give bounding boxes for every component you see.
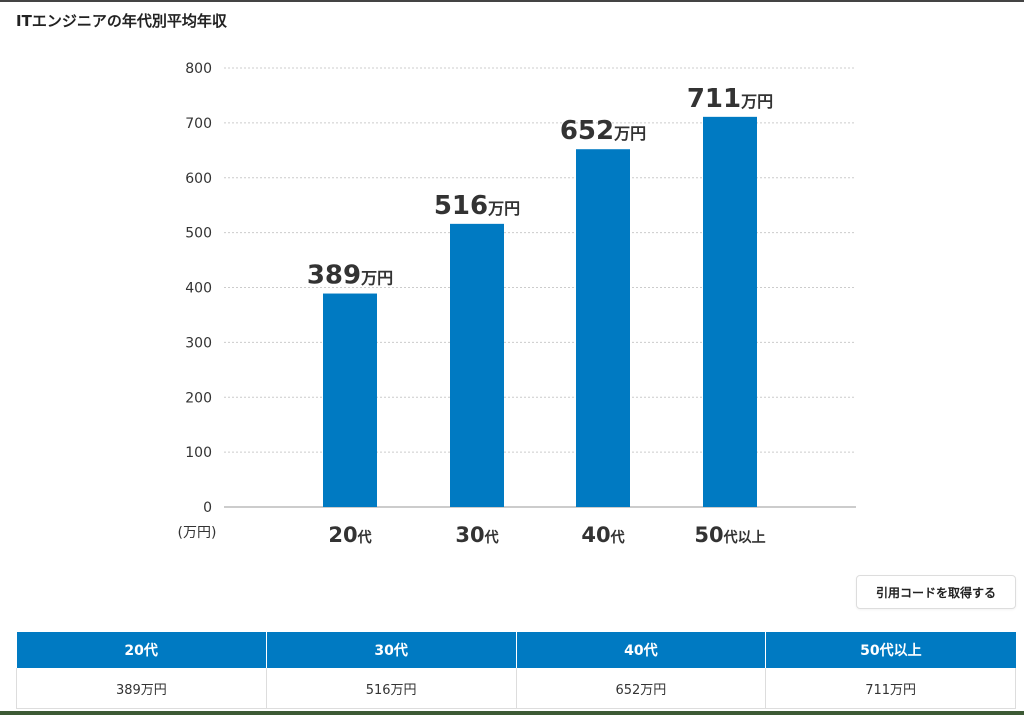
y-axis-unit: (万円) xyxy=(178,525,217,541)
bar xyxy=(450,223,504,507)
y-tick-label: 100 xyxy=(185,445,212,461)
get-citation-code-button[interactable]: 引用コードを取得する xyxy=(856,575,1016,609)
data-label: 652万円 xyxy=(560,116,646,146)
y-tick-label: 700 xyxy=(185,116,212,132)
bar xyxy=(703,116,757,508)
y-tick-label: 0 xyxy=(203,500,212,516)
bars xyxy=(323,116,757,508)
y-tick-label: 300 xyxy=(185,335,212,351)
table-cell: 652万円 xyxy=(515,668,767,709)
data-labels: 389万円 516万円 652万円 711万円 xyxy=(307,84,773,291)
bottom-border xyxy=(0,711,1024,715)
y-tick-label: 400 xyxy=(185,281,212,297)
bar-chart: 0 100 200 300 400 500 600 700 800 389万円 516万円 652万… xyxy=(178,61,856,547)
data-label: 516万円 xyxy=(434,191,520,221)
x-tick-label: 40代 xyxy=(581,523,624,547)
table-header-cell: 20代 xyxy=(16,632,267,668)
x-axis-ticks: 20代 30代 40代 50代以上 xyxy=(328,523,765,547)
y-tick-label: 200 xyxy=(185,390,212,406)
page-title: ITエンジニアの年代別平均年収 xyxy=(16,12,227,30)
y-tick-label: 500 xyxy=(185,226,212,242)
table-header-row: 20代 30代 40代 50代以上 xyxy=(16,632,1016,668)
table-cell: 389万円 xyxy=(16,668,267,709)
data-label: 389万円 xyxy=(307,261,393,291)
table-header-cell: 40代 xyxy=(516,632,767,668)
table-header-cell: 30代 xyxy=(266,632,517,668)
table-cell: 711万円 xyxy=(765,668,1016,709)
table-cell: 516万円 xyxy=(265,668,517,709)
y-tick-label: 600 xyxy=(185,171,212,187)
table-header-cell: 50代以上 xyxy=(765,632,1016,668)
y-tick-label: 800 xyxy=(185,61,212,77)
bar xyxy=(576,149,630,507)
bar xyxy=(323,293,377,507)
data-label: 711万円 xyxy=(687,84,773,114)
y-axis-ticks: 0 100 200 300 400 500 600 700 800 xyxy=(185,61,212,516)
x-tick-label: 50代以上 xyxy=(694,523,765,547)
top-border xyxy=(0,0,1024,2)
summary-table: 20代 30代 40代 50代以上 389万円 516万円 652万円 711万… xyxy=(16,632,1016,709)
x-tick-label: 30代 xyxy=(455,523,498,547)
x-tick-label: 20代 xyxy=(328,523,371,547)
table-row: 389万円 516万円 652万円 711万円 xyxy=(16,668,1016,709)
